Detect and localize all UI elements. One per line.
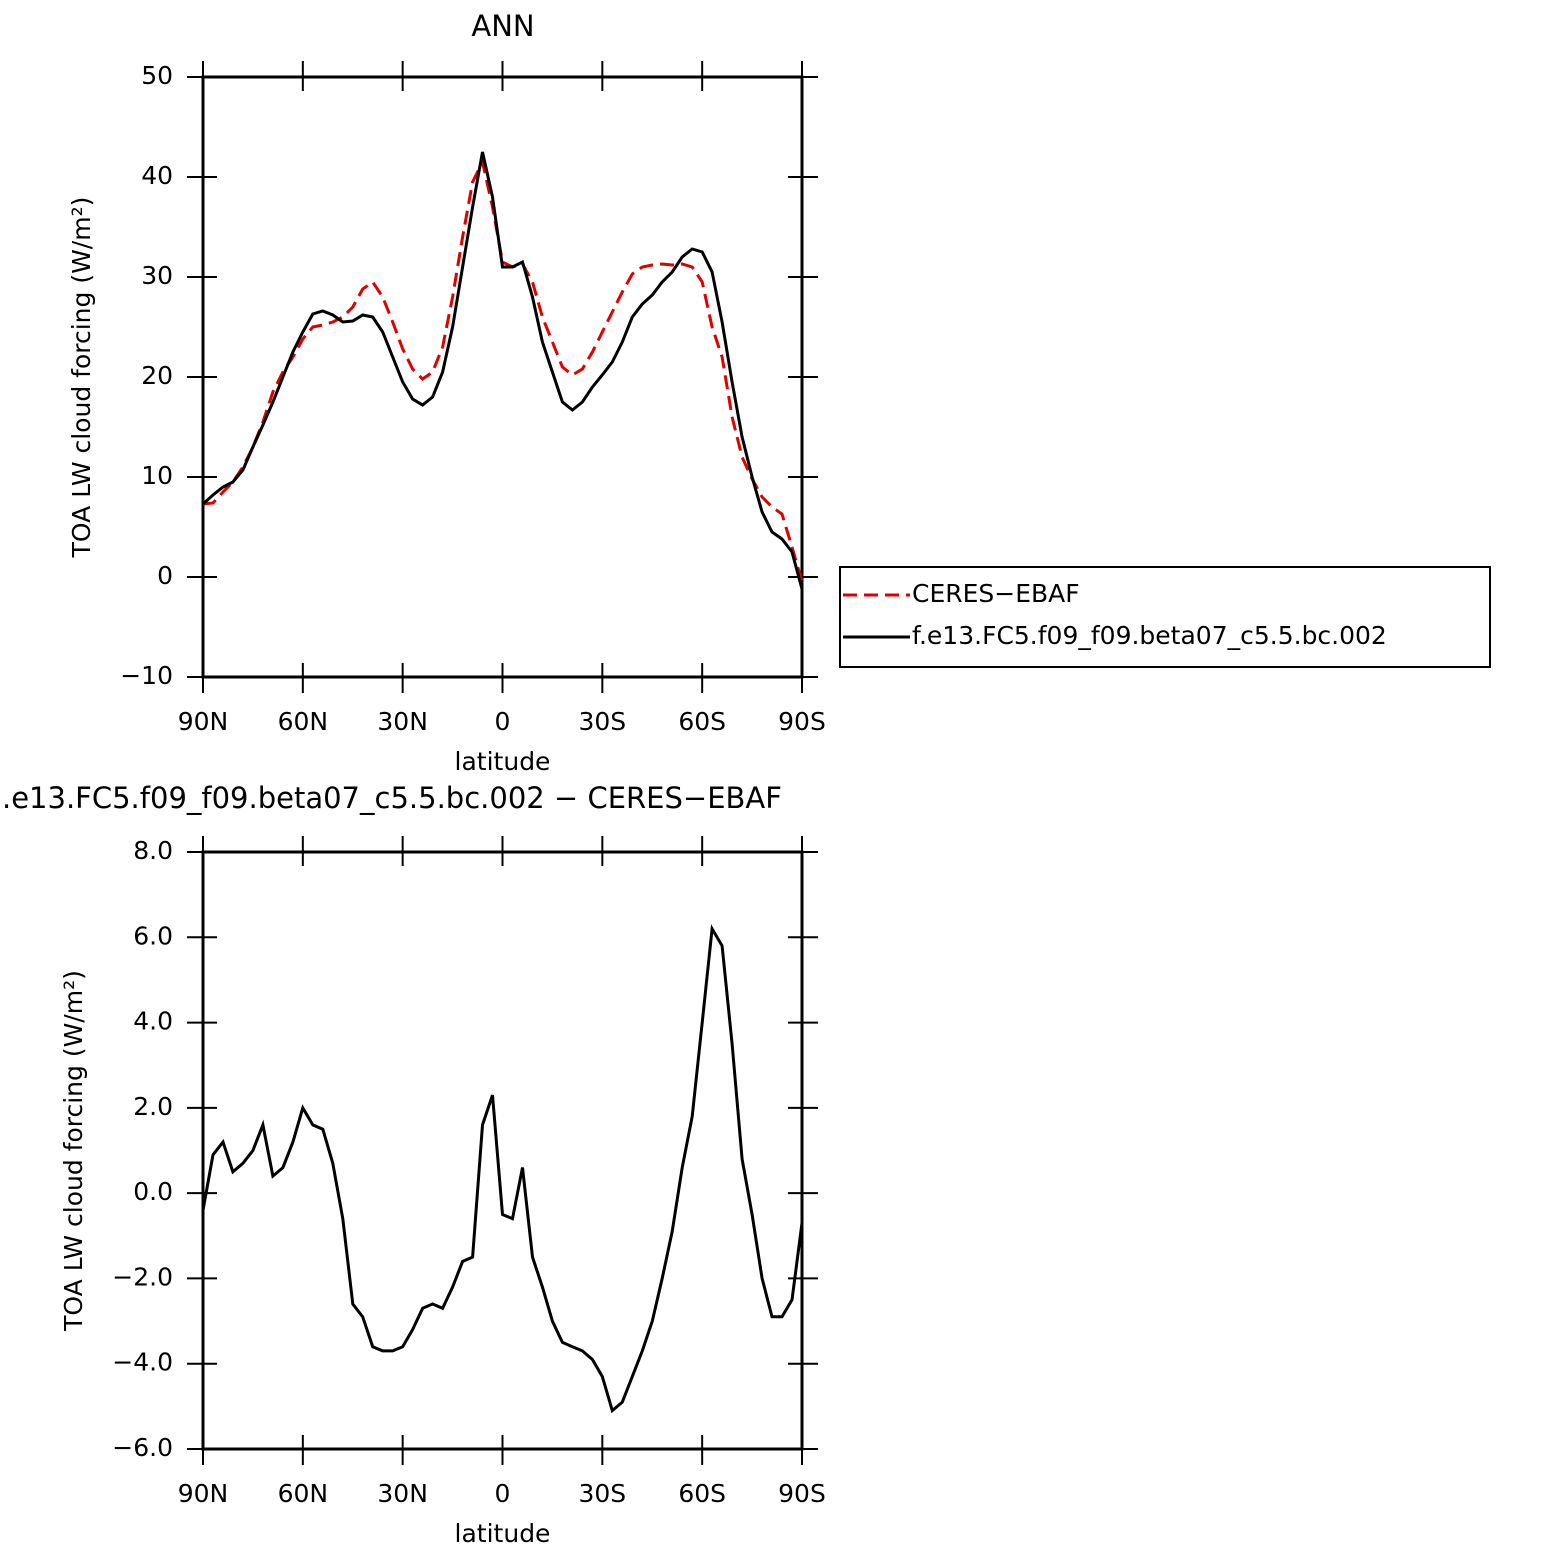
x-tick-label: 0: [495, 1479, 511, 1508]
line-series: [201, 151, 804, 590]
y-tick-label: −6.0: [112, 1433, 173, 1462]
y-tick-label: −4.0: [112, 1348, 173, 1377]
x-tick-label: 30N: [377, 707, 428, 736]
y-tick-label: 4.0: [133, 1007, 173, 1036]
y-tick-label: 2.0: [133, 1092, 173, 1121]
legend-label: CERES−EBAF: [912, 579, 1080, 608]
plot-frame: [201, 75, 804, 679]
x-tick-label: 90S: [778, 1479, 826, 1508]
y-tick-label: 6.0: [133, 921, 173, 950]
y-tick-label: −2.0: [112, 1262, 173, 1291]
x-tick-label: 60N: [278, 1479, 329, 1508]
x-tick-label: 30S: [578, 1479, 626, 1508]
x-tick-label: 30S: [578, 707, 626, 736]
y-tick-label: 10: [141, 461, 173, 490]
x-tick-label: 30N: [377, 1479, 428, 1508]
y-tick-label: 20: [141, 361, 173, 390]
line-series: [201, 924, 804, 1414]
y-axis-label: TOA LW cloud forcing (W/m²): [59, 970, 88, 1332]
y-tick-label: −10: [120, 661, 173, 690]
legend-box: [839, 566, 1491, 668]
y-tick-label: 0: [157, 561, 173, 590]
line-series: [202, 157, 804, 583]
legend-label: f.e13.FC5.f09_f09.beta07_c5.5.bc.002: [912, 621, 1387, 650]
y-axis-label: TOA LW cloud forcing (W/m²): [67, 197, 96, 559]
y-tick-label: 8.0: [133, 836, 173, 865]
x-tick-label: 60S: [678, 1479, 726, 1508]
x-axis-label: latitude: [455, 747, 551, 776]
y-tick-label: 50: [141, 61, 173, 90]
x-tick-label: 60S: [678, 707, 726, 736]
x-axis-label: latitude: [455, 1519, 551, 1548]
y-tick-label: 40: [141, 161, 173, 190]
y-tick-label: 0.0: [133, 1177, 173, 1206]
x-tick-label: 60N: [278, 707, 329, 736]
x-tick-label: 90N: [178, 707, 229, 736]
x-tick-label: 0: [495, 707, 511, 736]
y-tick-label: 30: [141, 261, 173, 290]
chart-title: .e13.FC5.f09_f09.beta07_c5.5.bc.002 − CE…: [2, 781, 782, 815]
chart-title: ANN: [471, 9, 534, 43]
x-tick-label: 90S: [778, 707, 826, 736]
x-tick-label: 90N: [178, 1479, 229, 1508]
